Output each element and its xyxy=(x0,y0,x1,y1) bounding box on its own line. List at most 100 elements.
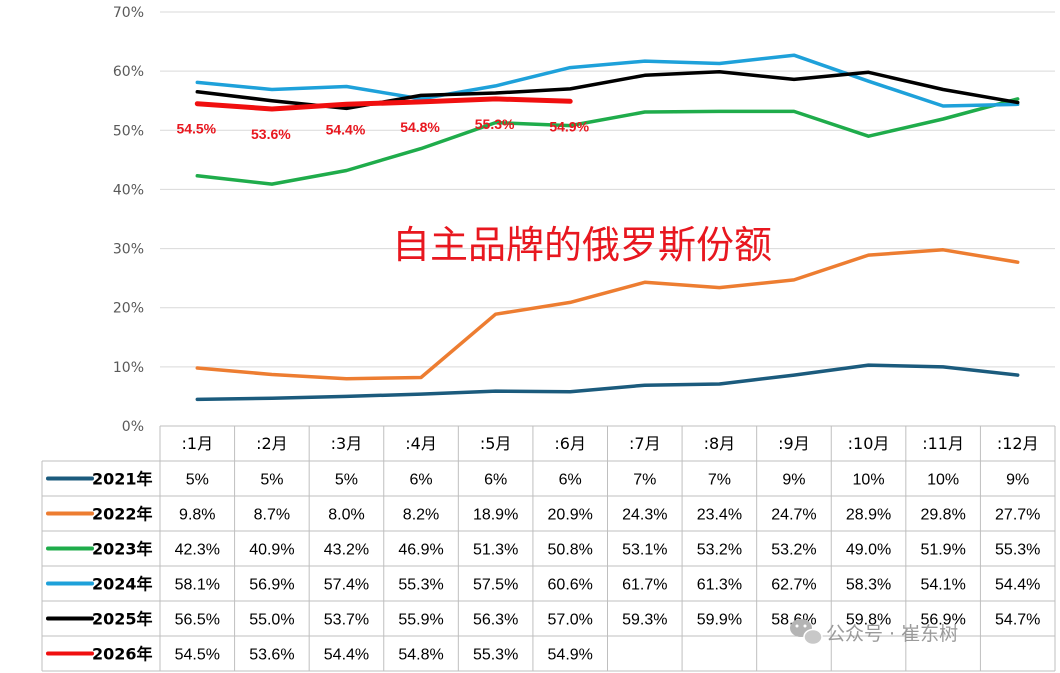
data-label: 54.8% xyxy=(400,119,440,135)
table-cell: 53.6% xyxy=(249,647,294,664)
watermark-text: 公众号 · 崔东树 xyxy=(826,623,958,645)
month-label: :3月 xyxy=(331,434,363,453)
table-cell: 6% xyxy=(559,472,582,489)
table-cell: 7% xyxy=(708,472,731,489)
table-cell: 56.9% xyxy=(920,612,965,629)
table-cell: 5% xyxy=(186,472,209,489)
month-label: :9月 xyxy=(778,434,810,453)
table-cell: 53.7% xyxy=(324,612,369,629)
month-label: :11月 xyxy=(922,434,964,453)
table-cell: 54.4% xyxy=(324,647,369,664)
data-label: 54.4% xyxy=(326,121,366,137)
table-cell: 5% xyxy=(260,472,283,489)
table-cell: 28.9% xyxy=(846,507,891,524)
table-cell: 5% xyxy=(335,472,358,489)
table-cell: 57.0% xyxy=(548,612,593,629)
table-cell: 55.3% xyxy=(398,577,443,594)
data-labels: 54.5% 53.6% 54.4% 54.8% 55.3% 54.9% xyxy=(176,116,589,142)
month-label: :8月 xyxy=(704,434,736,453)
legend-label: 2023年 xyxy=(92,540,153,559)
table-cell: 23.4% xyxy=(697,507,742,524)
legend-label: 2021年 xyxy=(92,470,153,489)
table-cell: 55.3% xyxy=(473,647,518,664)
table-cell: 8.2% xyxy=(403,507,439,524)
table-cell: 61.7% xyxy=(622,577,667,594)
table-cell: 56.9% xyxy=(249,577,294,594)
table-cell: 54.4% xyxy=(995,577,1040,594)
legend-label: 2026年 xyxy=(92,645,153,664)
table-cell: 55.9% xyxy=(398,612,443,629)
y-tick-label: 20% xyxy=(113,301,144,317)
table-cell: 56.3% xyxy=(473,612,518,629)
table-cell: 18.9% xyxy=(473,507,518,524)
y-axis-ticks: 0% 10% 20% 30% 40% 50% 60% 70% xyxy=(113,5,144,435)
table-cell: 42.3% xyxy=(175,542,220,559)
table-cell: 49.0% xyxy=(846,542,891,559)
table-cell: 8.7% xyxy=(254,507,290,524)
gridlines xyxy=(160,11,1055,368)
wechat-icon xyxy=(790,619,823,646)
table-cell: 9% xyxy=(1006,472,1029,489)
month-label: :10月 xyxy=(848,434,890,453)
table-cell: 54.5% xyxy=(175,647,220,664)
legend-label: 2024年 xyxy=(92,575,153,594)
month-label: :6月 xyxy=(554,434,586,453)
month-label: :5月 xyxy=(480,434,512,453)
table-cell: 6% xyxy=(409,472,432,489)
series-line xyxy=(195,53,1020,108)
table-cell: 56.5% xyxy=(175,612,220,629)
table-cell: 9.8% xyxy=(179,507,215,524)
table-cell: 20.9% xyxy=(548,507,593,524)
series-lines xyxy=(194,53,1020,402)
data-label: 54.5% xyxy=(176,121,216,137)
table-cell: 57.5% xyxy=(473,577,518,594)
table-cell: 54.1% xyxy=(920,577,965,594)
y-tick-label: 60% xyxy=(113,64,144,80)
series-line xyxy=(195,248,1020,381)
table-cell: 6% xyxy=(484,472,507,489)
table-cell: 51.9% xyxy=(920,542,965,559)
month-label: :2月 xyxy=(256,434,288,453)
table-cell: 57.4% xyxy=(324,577,369,594)
table-cell: 24.3% xyxy=(622,507,667,524)
table-cell: 8.0% xyxy=(328,507,364,524)
table-cell: 7% xyxy=(633,472,656,489)
table-cell: 51.3% xyxy=(473,542,518,559)
table-cell: 46.9% xyxy=(398,542,443,559)
table-cell: 55.0% xyxy=(249,612,294,629)
chart-title: 自主品牌的俄罗斯份额 xyxy=(392,223,772,267)
table-cell: 50.8% xyxy=(548,542,593,559)
legend-label: 2022年 xyxy=(92,505,153,524)
month-label: :4月 xyxy=(405,434,437,453)
table-cell: 58.3% xyxy=(846,577,891,594)
table-cell: 59.3% xyxy=(622,612,667,629)
table-cell: 40.9% xyxy=(249,542,294,559)
table-cell: 59.9% xyxy=(697,612,742,629)
table-cell: 9% xyxy=(782,472,805,489)
table-cell: 10% xyxy=(927,472,959,489)
table-cell: 59.8% xyxy=(846,612,891,629)
watermark: 公众号 · 崔东树 xyxy=(790,619,958,646)
y-tick-label: 70% xyxy=(113,5,144,21)
table-cell: 29.8% xyxy=(920,507,965,524)
table-cell: 43.2% xyxy=(324,542,369,559)
y-tick-label: 10% xyxy=(113,360,144,376)
month-label: :1月 xyxy=(182,434,214,453)
data-table: :1月:2月:3月:4月:5月:6月:7月:8月:9月:10月:11月:12月 2… xyxy=(41,425,1056,672)
table-cell: 55.3% xyxy=(995,542,1040,559)
table-cell: 53.2% xyxy=(771,542,816,559)
table-cell: 62.7% xyxy=(771,577,816,594)
series-line xyxy=(195,97,1020,186)
table-cell: 27.7% xyxy=(995,507,1040,524)
data-label: 55.3% xyxy=(475,116,515,132)
y-tick-label: 0% xyxy=(122,419,144,435)
y-tick-label: 30% xyxy=(113,242,144,258)
table-cell: 58.1% xyxy=(175,577,220,594)
series-line xyxy=(195,363,1020,402)
table-cell: 54.7% xyxy=(995,612,1040,629)
legend-label: 2025年 xyxy=(92,610,153,629)
table-cell: 24.7% xyxy=(771,507,816,524)
table-cell: 61.3% xyxy=(697,577,742,594)
